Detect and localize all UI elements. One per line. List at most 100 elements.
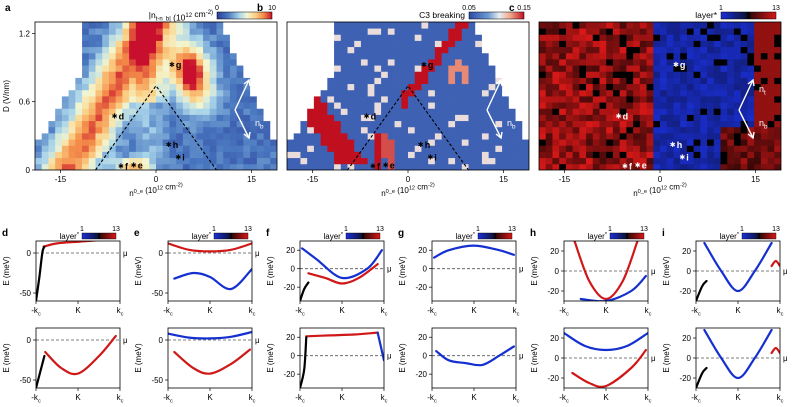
heatmap-cell xyxy=(586,108,593,115)
plot-frame xyxy=(300,241,384,301)
heatmap-cell xyxy=(462,41,469,48)
heatmap-cell xyxy=(250,28,257,35)
heatmap-cell xyxy=(270,90,277,97)
heatmap-cell xyxy=(122,90,129,97)
heatmap-cell xyxy=(633,53,640,60)
marker-h: ✱ xyxy=(166,141,172,149)
heatmap-cell xyxy=(747,121,754,128)
heatmap-cell xyxy=(552,34,559,41)
heatmap-cell xyxy=(243,115,250,122)
heatmap-cell xyxy=(82,108,89,115)
heatmap-cell xyxy=(694,22,701,29)
heatmap-cell xyxy=(354,158,361,165)
heatmap-cell xyxy=(694,108,701,115)
heatmap-cell xyxy=(573,108,580,115)
heatmap-cell xyxy=(448,22,455,29)
heatmap-cell xyxy=(442,102,449,109)
heatmap-cell xyxy=(270,78,277,85)
heatmap-cell xyxy=(354,53,361,60)
heatmap-cell xyxy=(341,121,348,128)
y-tick-label: -50 xyxy=(151,289,163,298)
heatmap-cell xyxy=(579,84,586,91)
heatmap-cell xyxy=(69,90,76,97)
heatmap-cell xyxy=(55,34,62,41)
heatmap-cell xyxy=(203,28,210,35)
heatmap-cell xyxy=(613,102,620,109)
heatmap-cell xyxy=(408,152,415,159)
heatmap-cell xyxy=(314,28,321,35)
heatmap-cell xyxy=(190,71,197,78)
heatmap-cell xyxy=(768,108,775,115)
heatmap-cell xyxy=(374,102,381,109)
heatmap-cell xyxy=(327,71,334,78)
heatmap-cell xyxy=(163,84,170,91)
heatmap-cell xyxy=(381,28,388,35)
heatmap-cell xyxy=(75,53,82,60)
heatmap-cell xyxy=(700,53,707,60)
heatmap-cell xyxy=(593,78,600,85)
heatmap-cell xyxy=(687,121,694,128)
heatmap-cell xyxy=(653,59,660,66)
heatmap-cell xyxy=(163,108,170,115)
heatmap-cell xyxy=(129,152,136,159)
heatmap-cell xyxy=(388,90,395,97)
heatmap-cell xyxy=(223,164,230,171)
heatmap-cell xyxy=(435,28,442,35)
heatmap-cell xyxy=(606,115,613,122)
heatmap-cell xyxy=(721,41,728,48)
heatmap-cell xyxy=(62,102,69,109)
heatmap-cell xyxy=(687,41,694,48)
heatmap-cell xyxy=(354,84,361,91)
heatmap-cell xyxy=(707,78,714,85)
heatmap-cell xyxy=(381,121,388,128)
heatmap-cell xyxy=(455,41,462,48)
heatmap-cell xyxy=(593,152,600,159)
heatmap-cell xyxy=(667,164,674,171)
heatmap-cell xyxy=(428,22,435,29)
heatmap-cell xyxy=(341,78,348,85)
heatmap-cell xyxy=(109,145,116,152)
heatmap-cell xyxy=(327,41,334,48)
heatmap-cell xyxy=(421,90,428,97)
heatmap-cell xyxy=(300,22,307,29)
panel-label-c: c xyxy=(509,3,515,14)
heatmap-cell xyxy=(190,102,197,109)
heatmap-cell xyxy=(190,158,197,165)
heatmap-cell xyxy=(469,47,476,54)
heatmap-cell xyxy=(714,59,721,66)
heatmap-cell xyxy=(176,78,183,85)
heatmap-cell xyxy=(768,121,775,128)
heatmap-cell xyxy=(741,34,748,41)
heatmap-cell xyxy=(341,41,348,48)
heatmap-cell xyxy=(522,71,529,78)
heatmap-cell xyxy=(361,53,368,60)
heatmap-cell xyxy=(210,108,217,115)
heatmap-cell xyxy=(300,108,307,115)
heatmap-cell xyxy=(75,34,82,41)
colorbar-max: 13 xyxy=(244,226,252,233)
heatmap-cell xyxy=(516,152,523,159)
heatmap-cell xyxy=(428,90,435,97)
heatmap-cell xyxy=(102,90,109,97)
y-axis-label: E (meV) xyxy=(662,343,671,373)
heatmap-cell xyxy=(102,127,109,134)
heatmap-cell xyxy=(243,145,250,152)
heatmap-cell xyxy=(469,164,476,171)
heatmap-cell xyxy=(149,41,156,48)
marker-h: ✱ xyxy=(670,141,676,149)
heatmap-cell xyxy=(42,115,49,122)
heatmap-cell xyxy=(169,164,176,171)
heatmap-cell xyxy=(442,59,449,66)
band-lines xyxy=(36,336,116,388)
heatmap-cell xyxy=(475,41,482,48)
heatmap-cell xyxy=(300,28,307,35)
heatmap-cell xyxy=(620,90,627,97)
heatmap-cell xyxy=(341,47,348,54)
heatmap-cell xyxy=(408,78,415,85)
heatmap-cell xyxy=(600,22,607,29)
heatmap-cell xyxy=(653,127,660,134)
heatmap-cell xyxy=(469,145,476,152)
heatmap-cell xyxy=(475,90,482,97)
heatmap-cell xyxy=(694,152,701,159)
y-axis-label: E (meV) xyxy=(398,343,407,373)
